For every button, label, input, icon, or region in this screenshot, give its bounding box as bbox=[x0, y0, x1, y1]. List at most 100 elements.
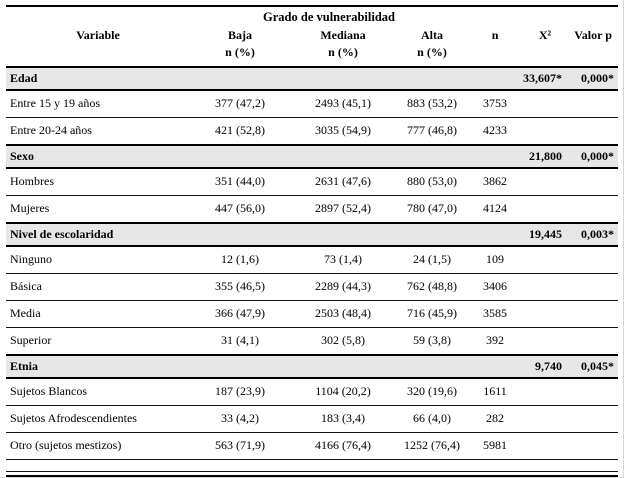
cell-mediana: 73 (1,4) bbox=[290, 245, 396, 274]
cell-chi-square bbox=[522, 377, 569, 406]
table-row: Hombres 351 (44,0) 2631 (47,6) 880 (53,0… bbox=[6, 167, 619, 196]
cell-variable: Hombres bbox=[6, 167, 190, 196]
cell-baja: 421 (52,8) bbox=[190, 117, 290, 146]
column-header-row: Variable Baja n (%) Mediana n (%) Alta n (%… bbox=[6, 25, 618, 67]
cell-chi-square: 9,740 bbox=[522, 353, 569, 379]
cell-variable: Otro (sujetos mestizos) bbox=[6, 432, 190, 460]
cell-mediana: 2503 (48,4) bbox=[290, 300, 396, 328]
table-header: Grado de vulnerabilidad Variable Baja n (… bbox=[6, 6, 619, 67]
section-label: Etnia bbox=[6, 353, 523, 379]
table-row: Básica 355 (46,5) 2289 (44,3) 762 (48,8)… bbox=[6, 273, 619, 301]
column-header-n: n bbox=[491, 28, 499, 42]
group-title: Grado de vulnerabilidad bbox=[263, 10, 395, 24]
header-spacer bbox=[6, 6, 190, 25]
cell-variable: Sujetos Afrodescendientes bbox=[6, 405, 190, 433]
column-header-variable: Variable bbox=[76, 28, 120, 42]
section-label: Edad bbox=[6, 65, 523, 91]
cell-variable: Entre 15 y 19 años bbox=[6, 89, 190, 118]
cell-variable: Superior bbox=[6, 327, 190, 356]
cell-n: 4124 bbox=[468, 195, 523, 224]
cell-chi-square bbox=[522, 117, 569, 146]
cell-variable: Básica bbox=[6, 273, 190, 301]
header-spacer bbox=[522, 6, 568, 25]
column-header-valor-p: Valor p bbox=[574, 28, 612, 42]
cell-chi-square bbox=[522, 245, 569, 274]
table-row: Otro (sujetos mestizos) 563 (71,9) 4166 … bbox=[6, 432, 619, 460]
cell-baja: 33 (4,2) bbox=[190, 405, 290, 433]
cell-alta: 880 (53,0) bbox=[396, 167, 469, 196]
table-bottom-rule bbox=[6, 474, 618, 477]
cell-n: 109 bbox=[468, 245, 523, 274]
cell-baja: 355 (46,5) bbox=[190, 273, 290, 301]
table-footer-spacer bbox=[6, 459, 619, 472]
column-header-mediana: Mediana n (%) bbox=[290, 25, 396, 67]
group-title-row: Grado de vulnerabilidad bbox=[6, 6, 618, 25]
cell-chi-square bbox=[522, 432, 569, 460]
cell-alta: 780 (47,0) bbox=[396, 195, 469, 224]
cell-valor-p bbox=[568, 377, 619, 406]
section-row-sexo: Sexo 21,800 0,000* bbox=[6, 143, 619, 169]
cell-baja: 366 (47,9) bbox=[190, 300, 290, 328]
column-header-baja-sub: n (%) bbox=[225, 45, 255, 60]
cell-baja: 447 (56,0) bbox=[190, 195, 290, 224]
column-header-baja-label: Baja bbox=[228, 28, 252, 42]
cell-mediana: 2289 (44,3) bbox=[290, 273, 396, 301]
cell-alta: 24 (1,5) bbox=[396, 245, 469, 274]
cell-chi-square: 33,607* bbox=[522, 65, 569, 91]
cell-variable: Entre 20-24 años bbox=[6, 117, 190, 146]
section-row-etnia: Etnia 9,740 0,045* bbox=[6, 353, 619, 379]
cell-chi-square bbox=[522, 405, 569, 433]
header-spacer bbox=[468, 6, 522, 25]
section-row-edad: Edad 33,607* 0,000* bbox=[6, 65, 619, 91]
column-header-alta-sub: n (%) bbox=[417, 45, 447, 60]
cell-alta: 66 (4,0) bbox=[396, 405, 469, 433]
cell-alta: 1252 (76,4) bbox=[396, 432, 469, 460]
table-row: Sujetos Afrodescendientes 33 (4,2) 183 (… bbox=[6, 405, 619, 433]
cell-valor-p bbox=[568, 432, 619, 460]
table-row: Ninguno 12 (1,6) 73 (1,4) 24 (1,5) 109 bbox=[6, 245, 619, 274]
table-row: Media 366 (47,9) 2503 (48,4) 716 (45,9) … bbox=[6, 300, 619, 328]
column-header-alta-label: Alta bbox=[421, 28, 444, 42]
cell-valor-p bbox=[568, 167, 619, 196]
cell-n: 3585 bbox=[468, 300, 523, 328]
cell-mediana: 3035 (54,9) bbox=[290, 117, 396, 146]
vulnerability-table: Grado de vulnerabilidad Variable Baja n (… bbox=[6, 5, 619, 472]
cell-valor-p: 0,000* bbox=[568, 65, 619, 91]
cell-variable: Sujetos Blancos bbox=[6, 377, 190, 406]
table-row: Entre 15 y 19 años 377 (47,2) 2493 (45,1… bbox=[6, 89, 619, 118]
cell-baja: 377 (47,2) bbox=[190, 89, 290, 118]
cell-n: 392 bbox=[468, 327, 523, 356]
cell-n: 3862 bbox=[468, 167, 523, 196]
cell-variable: Media bbox=[6, 300, 190, 328]
section-label: Nivel de escolaridad bbox=[6, 221, 523, 247]
cell-valor-p bbox=[568, 273, 619, 301]
cell-n: 1611 bbox=[468, 377, 523, 406]
cell-mediana: 2631 (47,6) bbox=[290, 167, 396, 196]
cell-chi-square: 19,445 bbox=[522, 221, 569, 247]
column-header-mediana-sub: n (%) bbox=[328, 45, 358, 60]
cell-valor-p bbox=[568, 327, 619, 356]
cell-alta: 59 (3,8) bbox=[396, 327, 469, 356]
cell-valor-p: 0,003* bbox=[568, 221, 619, 247]
cell-n: 3406 bbox=[468, 273, 523, 301]
cell-alta: 716 (45,9) bbox=[396, 300, 469, 328]
header-spacer bbox=[568, 6, 618, 25]
cell-valor-p bbox=[568, 405, 619, 433]
spacer-cell bbox=[6, 459, 619, 472]
cell-chi-square bbox=[522, 300, 569, 328]
cell-mediana: 4166 (76,4) bbox=[290, 432, 396, 460]
cell-baja: 187 (23,9) bbox=[190, 377, 290, 406]
cell-n: 4233 bbox=[468, 117, 523, 146]
cell-alta: 777 (46,8) bbox=[396, 117, 469, 146]
cell-valor-p: 0,000* bbox=[568, 143, 619, 169]
column-header-alta: Alta n (%) bbox=[396, 25, 468, 67]
vulnerability-table-container: Grado de vulnerabilidad Variable Baja n (… bbox=[6, 5, 619, 477]
cell-valor-p bbox=[568, 89, 619, 118]
cell-n: 282 bbox=[468, 405, 523, 433]
cell-mediana: 302 (5,8) bbox=[290, 327, 396, 356]
cell-n: 5981 bbox=[468, 432, 523, 460]
cell-mediana: 2897 (52,4) bbox=[290, 195, 396, 224]
cell-baja: 31 (4,1) bbox=[190, 327, 290, 356]
cell-chi-square bbox=[522, 327, 569, 356]
section-row-nivel-de-escolaridad: Nivel de escolaridad 19,445 0,003* bbox=[6, 221, 619, 247]
